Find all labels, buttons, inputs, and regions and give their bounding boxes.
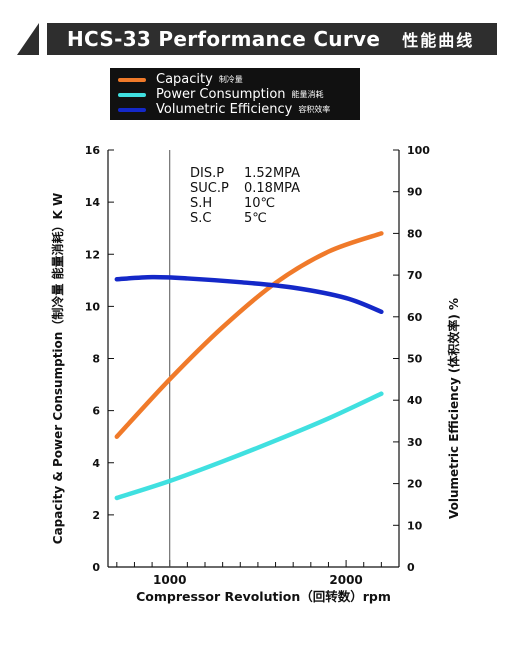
page-title-cn: 性能曲线 bbox=[402, 31, 475, 50]
y-right-tick-label: 100 bbox=[407, 144, 430, 157]
y-left-tick-label: 10 bbox=[85, 300, 101, 313]
series-line-capacity bbox=[114, 231, 384, 439]
y-axis-left-label: Capacity & Power Consumption（制冷量 能量消耗）K … bbox=[50, 193, 65, 544]
y-right-tick-label: 20 bbox=[407, 478, 423, 491]
legend-item-efficiency: Volumetric Efficiency 容积效率 bbox=[118, 102, 352, 117]
y-right-tick-label: 70 bbox=[407, 269, 423, 282]
series-line-efficiency bbox=[114, 274, 384, 315]
y-left-tick-label: 16 bbox=[85, 144, 101, 157]
chart-legend: Capacity 制冷量 Power Consumption 能量消耗 Volu… bbox=[110, 68, 360, 120]
banner-triangle-decoration bbox=[17, 23, 39, 55]
legend-label-efficiency-cn: 容积效率 bbox=[298, 105, 331, 114]
legend-label-power-cn: 能量消耗 bbox=[291, 90, 324, 99]
annotation-label: SUC.P bbox=[190, 181, 229, 196]
y-left-tick-label: 8 bbox=[92, 353, 100, 366]
y-right-tick-label: 60 bbox=[407, 311, 423, 324]
y-right-tick-label: 50 bbox=[407, 353, 423, 366]
x-tick-label: 1000 bbox=[153, 573, 186, 587]
annotation-label: S.H bbox=[190, 196, 212, 211]
y-left-tick-label: 4 bbox=[92, 457, 100, 470]
annotation-value: 5℃ bbox=[244, 211, 267, 226]
annotation-label: DIS.P bbox=[190, 166, 224, 181]
y-left-tick-label: 6 bbox=[92, 405, 100, 418]
annotation-value: 0.18MPA bbox=[244, 181, 300, 196]
y-right-tick-label: 40 bbox=[407, 394, 423, 407]
legend-label-capacity-cn: 制冷量 bbox=[218, 75, 243, 84]
y-right-tick-label: 10 bbox=[407, 519, 423, 532]
y-left-tick-label: 12 bbox=[85, 248, 100, 261]
y-left-tick-label: 2 bbox=[92, 509, 100, 522]
y-right-tick-label: 90 bbox=[407, 186, 423, 199]
y-right-tick-label: 80 bbox=[407, 227, 423, 240]
x-tick-label: 2000 bbox=[329, 573, 362, 587]
page-title: HCS-33 Performance Curve bbox=[67, 27, 381, 51]
annotation-value: 10℃ bbox=[244, 196, 275, 211]
legend-label-efficiency: Volumetric Efficiency bbox=[156, 102, 293, 117]
legend-swatch-capacity bbox=[118, 77, 146, 82]
legend-item-power: Power Consumption 能量消耗 bbox=[118, 87, 352, 102]
y-right-tick-label: 0 bbox=[407, 561, 415, 574]
legend-label-capacity: Capacity bbox=[156, 72, 213, 87]
legend-label-power: Power Consumption bbox=[156, 87, 286, 102]
annotation-label: S.C bbox=[190, 211, 211, 226]
legend-item-capacity: Capacity 制冷量 bbox=[118, 72, 352, 87]
y-left-tick-label: 0 bbox=[92, 561, 100, 574]
x-axis-label: Compressor Revolution（回转数）rpm bbox=[136, 589, 391, 604]
y-right-tick-label: 30 bbox=[407, 436, 423, 449]
banner-bar: HCS-33 Performance Curve 性能曲线 bbox=[47, 23, 497, 55]
legend-swatch-efficiency bbox=[118, 107, 146, 112]
y-left-tick-label: 14 bbox=[85, 196, 101, 209]
series-line-power bbox=[114, 391, 384, 501]
annotation-value: 1.52MPA bbox=[244, 166, 300, 181]
y-axis-right-label: Volumetric Efficiency (体积效率) % bbox=[446, 298, 461, 519]
legend-swatch-power bbox=[118, 92, 146, 97]
header-banner: HCS-33 Performance Curve 性能曲线 bbox=[17, 23, 497, 55]
